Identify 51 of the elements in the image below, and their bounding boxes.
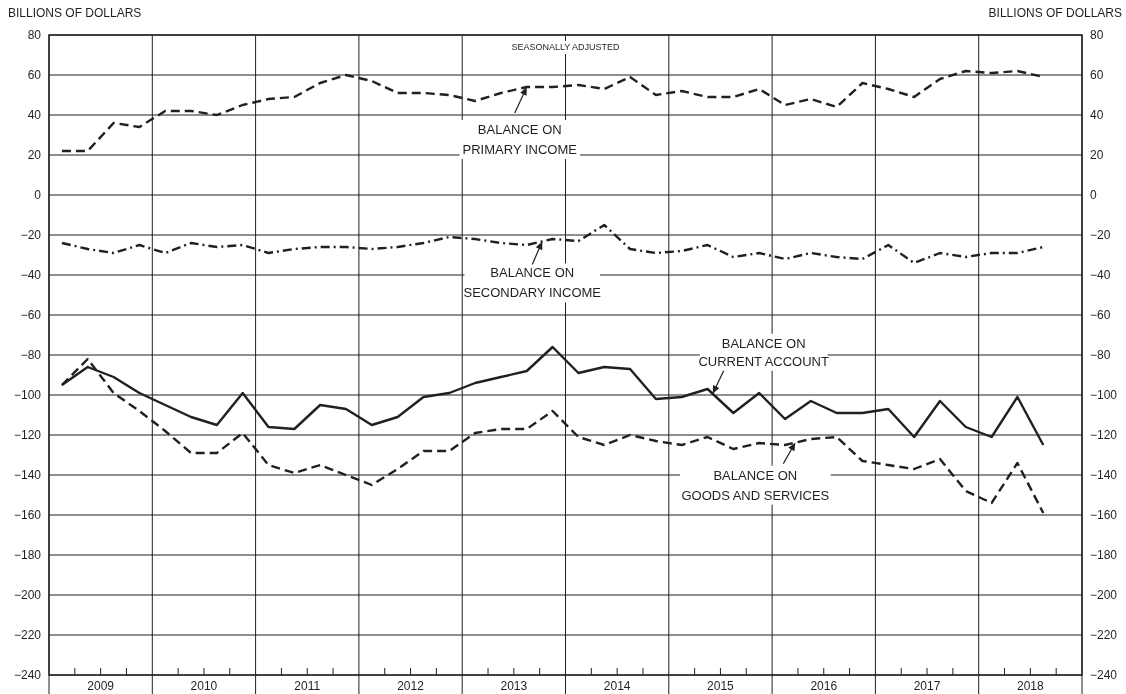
x-tick-label: 2013 [500,679,528,693]
y2-tick-label: −180 [1090,548,1118,562]
y-tick-label: −100 [13,388,42,402]
legend-label: BALANCE ON SECONDARY INCOME [463,265,602,301]
y-tick-label: 0 [34,188,42,202]
y-tick-label: −40 [20,268,42,282]
y-tick-label: −20 [20,228,42,242]
y-tick-label: 60 [27,68,42,82]
y-tick-label: −180 [13,548,42,562]
y2-tick-label: −20 [1090,228,1111,242]
y-tick-label: −240 [13,668,42,682]
x-tick-label: 2009 [87,679,115,693]
y2-tick-label: −160 [1090,508,1118,522]
y2-tick-label: 20 [1090,148,1104,162]
y-tick-label: −60 [20,308,42,322]
y2-tick-label: −80 [1090,348,1111,362]
x-tick-label: 2012 [397,679,425,693]
x-tick-label: 2014 [603,679,631,693]
y-axis-title: BILLIONS OF DOLLARS [8,6,142,20]
y2-tick-label: −60 [1090,308,1111,322]
y-tick-label: 20 [27,148,42,162]
x-tick-label: 2011 [294,679,321,693]
y2-tick-label: −200 [1090,588,1118,602]
y2-tick-label: −100 [1090,388,1118,402]
y2-tick-label: −220 [1090,628,1118,642]
y2-tick-label: −120 [1090,428,1118,442]
y2-tick-label: 0 [1090,188,1097,202]
y2-axis-title: BILLIONS OF DOLLARS [988,6,1122,20]
y2-tick-label: −40 [1090,268,1111,282]
x-tick-label: 2016 [810,679,838,693]
x-tick-label: 2017 [913,679,941,693]
y2-tick-label: 60 [1090,68,1104,82]
x-tick-label: 2015 [707,679,735,693]
y2-tick-label: −140 [1090,468,1118,482]
y-tick-label: −200 [13,588,42,602]
legend-label: BALANCE ON GOODS AND SERVICES [681,467,830,503]
y2-tick-label: 40 [1090,108,1104,122]
y-tick-label: −140 [13,468,42,482]
y-tick-label: −160 [13,508,42,522]
y2-tick-label: 80 [1090,28,1104,42]
y-tick-label: −220 [13,628,42,642]
x-tick-label: 2010 [190,679,218,693]
y-tick-label: −80 [20,348,42,362]
series-label: BALANCE ON CURRENT ACCOUNT [698,335,829,369]
text: SEASONALLY ADJUSTED [511,42,621,52]
x-tick-label: 2018 [1017,679,1045,693]
y-tick-label: −120 [13,428,42,442]
y-tick-label: 80 [27,28,42,42]
y2-tick-label: −240 [1090,668,1118,682]
legend-label: BALANCE ON PRIMARY INCOME [462,122,578,157]
y-tick-label: 40 [27,108,42,122]
